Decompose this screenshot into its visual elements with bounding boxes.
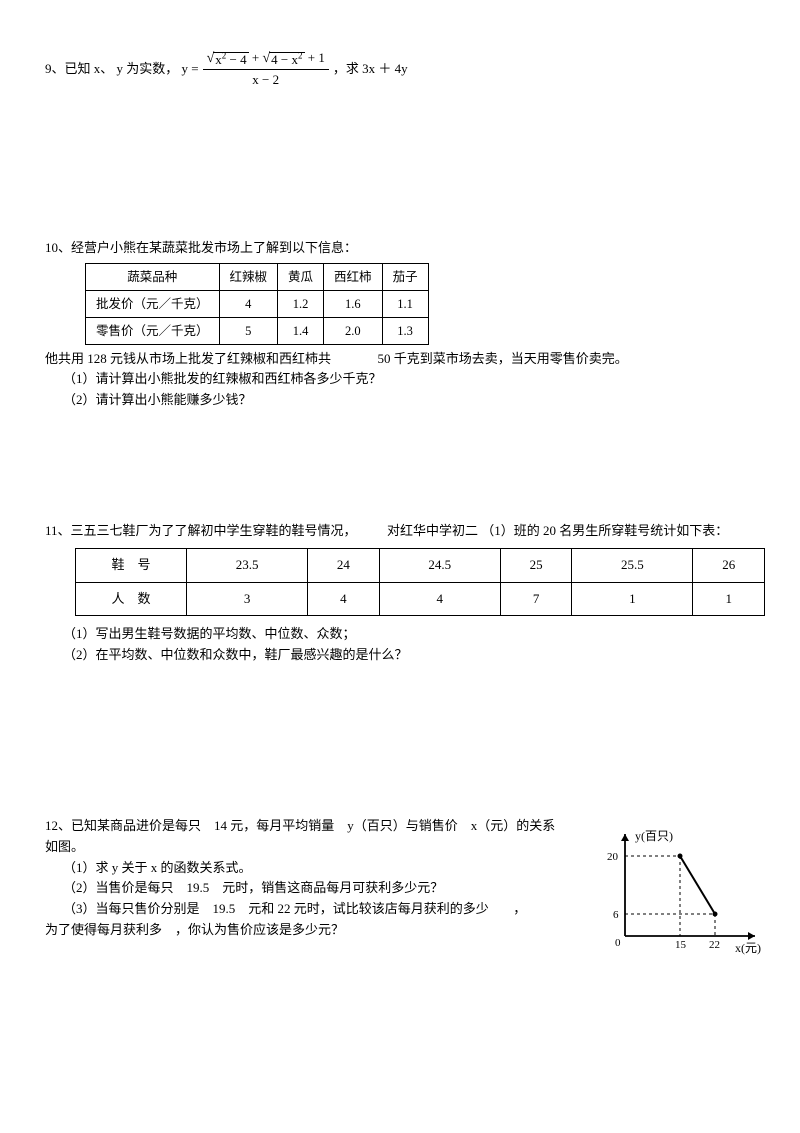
q11-sub2: （2）在平均数、中位数和众数中，鞋厂最感兴趣的是什么？ (45, 645, 755, 666)
x-axis-label: x(元) (735, 941, 761, 955)
table-row: 蔬菜品种 红辣椒 黄瓜 西红柿 茄子 (86, 263, 429, 290)
svg-text:15: 15 (675, 939, 687, 951)
problem-9: 9、已知 x、 y 为实数， y = √ x2 − 4 + √ 4 − x2 +… (45, 50, 755, 88)
q9-prefix: 9、已知 x、 y 为实数， y = (45, 59, 199, 80)
q11-intro: 11、三五三七鞋厂为了了解初中学生穿鞋的鞋号情况， 对红华中学初二 （1）班的 … (45, 521, 755, 542)
problem-10: 10、经营户小熊在某蔬菜批发市场上了解到以下信息： 蔬菜品种 红辣椒 黄瓜 西红… (45, 238, 755, 411)
sqrt-1: √ x2 − 4 (207, 52, 249, 67)
q10-sub2: （2）请计算出小熊能赚多少钱？ (45, 390, 755, 411)
q12-sub1: （1）求 y 关于 x 的函数关系式。 (45, 858, 565, 879)
svg-text:22: 22 (709, 939, 720, 951)
svg-text:20: 20 (607, 851, 619, 863)
table-row: 零售价（元／千克） 5 1.4 2.0 1.3 (86, 317, 429, 344)
line-chart: y(百只) x(元) 20 6 15 22 0 (595, 826, 765, 956)
problem-11: 11、三五三七鞋厂为了了解初中学生穿鞋的鞋号情况， 对红华中学初二 （1）班的 … (45, 521, 755, 666)
q10-line1: 他共用 128 元钱从市场上批发了红辣椒和西红柿共 50 千克到菜市场去卖，当天… (45, 349, 755, 370)
sqrt-2: √ 4 − x2 (262, 52, 304, 67)
numerator: √ x2 − 4 + √ 4 − x2 + 1 (203, 50, 329, 70)
fraction: √ x2 − 4 + √ 4 − x2 + 1 x − 2 (203, 50, 329, 88)
table-row: 批发价（元／千克） 4 1.2 1.6 1.1 (86, 290, 429, 317)
svg-text:6: 6 (613, 909, 619, 921)
shoe-table: 鞋 号 23.5 24 24.5 25 25.5 26 人 数 3 4 4 7 … (75, 548, 765, 617)
denominator: x − 2 (252, 70, 279, 88)
q9-suffix: ，求 3x ＋ 4y (333, 59, 408, 80)
table-row: 鞋 号 23.5 24 24.5 25 25.5 26 (76, 548, 765, 582)
q10-sub1: （1）请计算出小熊批发的红辣椒和西红柿各多少千克？ (45, 369, 755, 390)
svg-text:0: 0 (615, 937, 621, 949)
q12-intro: 12、已知某商品进价是每只 14 元，每月平均销量 y（百只）与销售价 x（元）… (45, 816, 565, 858)
y-axis-label: y(百只) (635, 829, 673, 843)
q12-sub3: （3）当每只售价分别是 19.5 元和 22 元时，试比较该店每月获利的多少 ， (45, 899, 565, 920)
q12-sub2: （2）当售价是每只 19.5 元时，销售这商品每月可获利多少元？ (45, 878, 565, 899)
table-row: 人 数 3 4 4 7 1 1 (76, 582, 765, 616)
q11-sub1: （1）写出男生鞋号数据的平均数、中位数、众数； (45, 624, 755, 645)
q10-intro: 10、经营户小熊在某蔬菜批发市场上了解到以下信息： (45, 238, 755, 259)
problem-12: 12、已知某商品进价是每只 14 元，每月平均销量 y（百只）与销售价 x（元）… (45, 816, 755, 941)
q12-sub4: 为了使得每月获利多 ，你认为售价应该是多少元？ (45, 920, 565, 941)
vegetable-table: 蔬菜品种 红辣椒 黄瓜 西红柿 茄子 批发价（元／千克） 4 1.2 1.6 1… (85, 263, 429, 345)
